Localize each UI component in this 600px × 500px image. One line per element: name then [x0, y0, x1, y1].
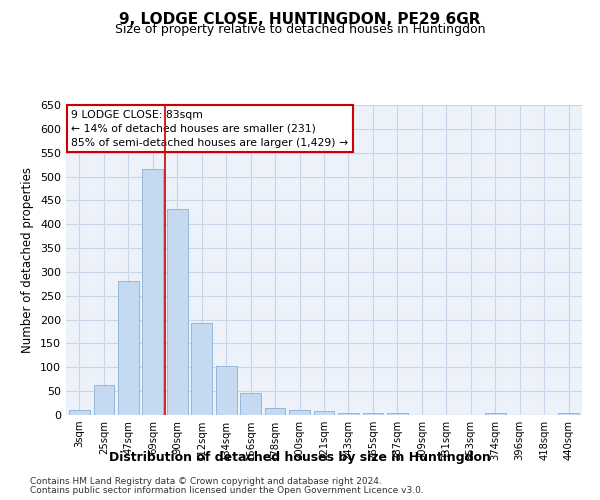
Bar	[94, 386, 114, 415]
Bar	[362, 412, 383, 415]
Bar	[240, 393, 261, 415]
Text: Size of property relative to detached houses in Huntingdon: Size of property relative to detached ho…	[115, 22, 485, 36]
Bar	[338, 412, 359, 415]
Text: 9, LODGE CLOSE, HUNTINGDON, PE29 6GR: 9, LODGE CLOSE, HUNTINGDON, PE29 6GR	[119, 12, 481, 28]
Bar	[289, 410, 310, 415]
Bar	[216, 366, 236, 415]
Bar	[167, 209, 188, 415]
Bar	[142, 170, 163, 415]
Bar	[265, 408, 286, 415]
Bar	[191, 323, 212, 415]
Bar	[118, 282, 139, 415]
Y-axis label: Number of detached properties: Number of detached properties	[22, 167, 34, 353]
Bar	[387, 412, 408, 415]
Text: 9 LODGE CLOSE: 83sqm
← 14% of detached houses are smaller (231)
85% of semi-deta: 9 LODGE CLOSE: 83sqm ← 14% of detached h…	[71, 110, 348, 148]
Text: Distribution of detached houses by size in Huntingdon: Distribution of detached houses by size …	[109, 451, 491, 464]
Bar	[485, 412, 506, 415]
Bar	[69, 410, 90, 415]
Text: Contains public sector information licensed under the Open Government Licence v3: Contains public sector information licen…	[30, 486, 424, 495]
Text: Contains HM Land Registry data © Crown copyright and database right 2024.: Contains HM Land Registry data © Crown c…	[30, 477, 382, 486]
Bar	[558, 412, 579, 415]
Bar	[314, 411, 334, 415]
